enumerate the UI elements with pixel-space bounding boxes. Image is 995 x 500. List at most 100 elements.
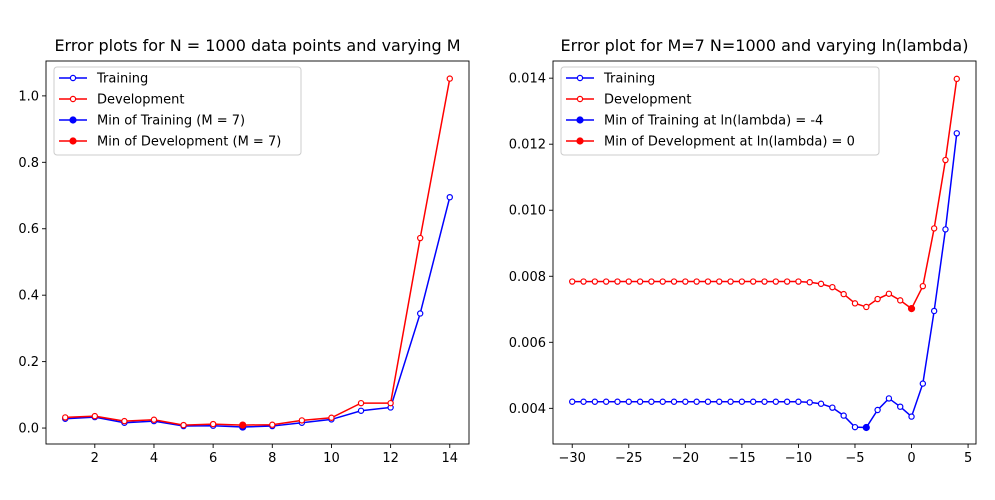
data-point	[783, 278, 791, 285]
data-point	[682, 278, 689, 285]
legend-label: Min of Training (M = 7)	[97, 114, 245, 129]
data-point	[357, 407, 365, 414]
legend-marker	[576, 116, 584, 124]
data-point	[625, 278, 632, 285]
data-point	[357, 399, 365, 407]
y-tick-label: 1.0	[18, 89, 39, 104]
legend-label: Min of Training at ln(lambda) = -4	[604, 114, 823, 129]
data-point	[569, 278, 576, 285]
data-point	[908, 413, 915, 420]
x-tick-label: −25	[615, 451, 642, 466]
series-right-3	[862, 423, 870, 432]
data-point	[761, 278, 768, 285]
series-left-4	[239, 421, 247, 429]
legend-marker	[576, 74, 584, 82]
x-tick-label: 10	[323, 451, 340, 466]
data-point	[942, 156, 949, 164]
data-point	[648, 398, 655, 405]
data-point	[919, 282, 927, 290]
data-point	[930, 307, 938, 315]
y-tick-label: 0.008	[509, 270, 546, 285]
data-point	[806, 279, 813, 286]
data-point	[772, 278, 780, 285]
x-tick-label: 8	[268, 451, 276, 466]
series-left-1	[62, 193, 453, 431]
data-point	[446, 193, 453, 201]
data-point	[829, 404, 836, 411]
data-point	[636, 278, 644, 285]
data-point	[863, 303, 870, 311]
data-point	[806, 399, 813, 406]
legend-label: Training	[96, 72, 148, 87]
y-tick-label: 0.6	[18, 222, 39, 237]
data-point	[829, 283, 836, 291]
data-point	[180, 421, 187, 429]
legend-box	[53, 66, 302, 156]
y-tick-label: 0.0	[18, 422, 39, 437]
y-tick-label: 0.4	[18, 289, 39, 304]
data-point	[885, 290, 893, 297]
data-point	[727, 278, 734, 285]
data-point	[62, 414, 69, 421]
data-point	[783, 398, 791, 405]
data-point	[446, 75, 453, 82]
data-point	[874, 406, 881, 414]
data-point	[659, 278, 666, 285]
x-tick-label: −10	[785, 451, 812, 466]
legend-label: Min of Development (M = 7)	[97, 135, 281, 150]
data-point	[416, 234, 424, 242]
legend-marker	[69, 116, 77, 124]
data-point	[121, 417, 128, 425]
data-point	[897, 403, 904, 410]
x-tick-label: 2	[91, 451, 99, 466]
data-point	[416, 310, 424, 317]
y-tick-label: 0.014	[509, 72, 546, 87]
data-point	[817, 400, 825, 407]
data-point	[930, 225, 938, 232]
data-point	[682, 398, 689, 405]
data-point	[670, 398, 678, 405]
data-point	[738, 278, 746, 285]
legend-marker	[576, 95, 584, 103]
legend-marker	[69, 95, 77, 103]
minimum-point	[862, 423, 870, 432]
data-point	[91, 412, 99, 420]
x-tick-label: −15	[728, 451, 755, 466]
data-point	[749, 278, 757, 285]
data-point	[919, 380, 927, 387]
data-point	[659, 398, 666, 405]
data-point	[795, 278, 802, 285]
y-tick-label: 0.010	[509, 204, 546, 219]
data-point	[840, 412, 847, 419]
data-point	[580, 278, 587, 285]
data-point	[670, 278, 678, 285]
legend-label: Development	[97, 93, 185, 108]
legend-marker	[576, 137, 584, 145]
minimum-point	[239, 421, 247, 429]
legend-label: Min of Development at ln(lambda) = 0	[604, 135, 855, 150]
data-point	[693, 278, 700, 285]
y-tick-label: 0.8	[18, 156, 39, 171]
data-point	[602, 278, 610, 285]
y-tick-label: 0.004	[509, 402, 546, 417]
data-point	[795, 398, 802, 405]
data-point	[328, 414, 335, 421]
legend-left: Training Development Min of Training (M = …	[53, 66, 302, 156]
data-point	[851, 423, 859, 431]
data-point	[648, 278, 655, 285]
data-point	[625, 398, 632, 405]
x-tick-label: 6	[209, 451, 217, 466]
x-tick-label: 0	[907, 451, 915, 466]
data-point	[269, 421, 276, 428]
data-point	[851, 300, 859, 307]
minimum-point	[907, 305, 916, 313]
legend-label: Training	[603, 72, 655, 87]
data-point	[942, 226, 949, 233]
data-point	[761, 398, 768, 405]
data-point	[897, 297, 904, 304]
data-point	[704, 398, 712, 405]
chart-title-right: Error plot for M=7 N=1000 and varying ln…	[561, 36, 969, 55]
x-tick-label: 4	[150, 451, 158, 466]
data-point	[569, 398, 576, 405]
